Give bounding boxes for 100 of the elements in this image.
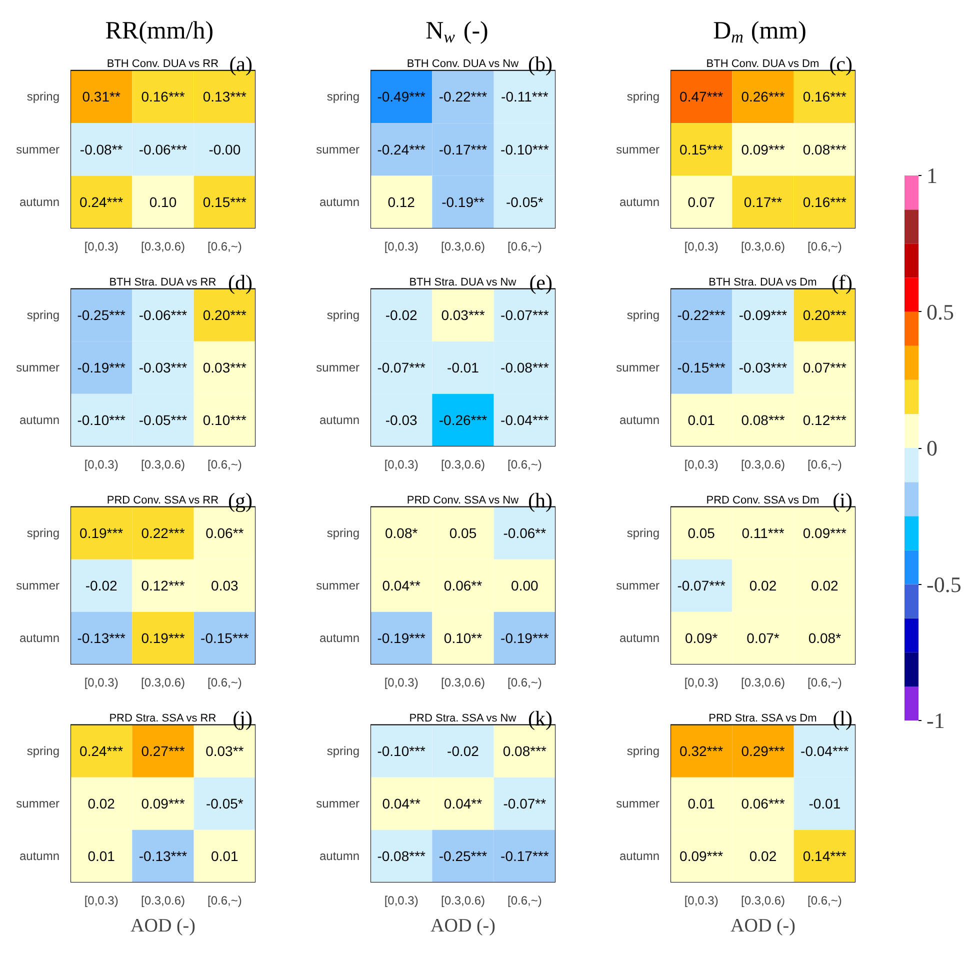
- x-tick-label: [0.3,0.6): [140, 676, 186, 690]
- data-label: -0.10***: [377, 743, 426, 760]
- color-bar-label: 0.5: [926, 299, 954, 324]
- data-label: -0.13***: [77, 630, 126, 646]
- x-tick-label: [0.6,~): [207, 676, 242, 690]
- data-label: -0.06***: [138, 141, 188, 158]
- data-label: -0.19***: [77, 360, 126, 376]
- data-label: -0.17***: [438, 141, 488, 158]
- data-label: 0.03***: [202, 360, 248, 376]
- data-label: 0.08*: [808, 630, 842, 646]
- data-label: 0.27***: [141, 743, 186, 760]
- y-tick-label: spring: [626, 744, 660, 758]
- data-label: 0.10**: [444, 630, 483, 646]
- data-label: -0.19**: [442, 194, 485, 210]
- y-tick-label: summer: [316, 360, 360, 375]
- data-label: 0.47***: [680, 88, 724, 105]
- x-tick-label: [0.3,0.6): [140, 240, 186, 254]
- y-tick-label: autumn: [19, 631, 60, 646]
- data-label: -0.01: [808, 796, 841, 812]
- y-tick-label: autumn: [19, 413, 60, 428]
- data-label: -0.05*: [206, 796, 244, 812]
- data-label: 0.16***: [802, 88, 848, 105]
- data-label: -0.06***: [138, 307, 188, 324]
- data-label: 0.16***: [141, 88, 186, 105]
- data-label: -0.08***: [377, 848, 426, 864]
- y-tick-label: summer: [16, 796, 60, 811]
- data-label: -0.06**: [503, 525, 547, 542]
- chart-title: RR(mm/h): [105, 17, 214, 44]
- data-label: 0.07***: [802, 360, 848, 376]
- y-tick-label: autumn: [619, 631, 660, 646]
- data-label: -0.24***: [377, 141, 426, 158]
- data-label: 0.20***: [802, 307, 848, 324]
- data-label: -0.22***: [677, 307, 726, 324]
- x-tick-label: [0.3,0.6): [140, 894, 186, 908]
- data-label: 0.17**: [744, 194, 783, 210]
- x-tick-label: [0.6,~): [807, 676, 842, 690]
- data-label: -0.05*: [506, 194, 544, 210]
- y-tick-label: spring: [326, 526, 360, 540]
- color-bar-label: -1: [926, 708, 945, 733]
- data-label: 0.02: [88, 796, 116, 812]
- data-label: 0.14***: [802, 848, 848, 864]
- x-tick-label: [0,0.3): [684, 458, 718, 472]
- data-label: -0.10***: [77, 412, 126, 428]
- data-label: -0.05***: [138, 412, 188, 428]
- data-label: 0.32***: [680, 743, 724, 760]
- x-tick-label: [0,0.3): [384, 894, 418, 908]
- data-label: -0.13***: [138, 848, 188, 864]
- annotation: (k): [528, 706, 553, 730]
- x-tick-label: [0,0.3): [84, 458, 118, 472]
- y-tick-label: summer: [616, 796, 660, 811]
- x-tick-label: [0,0.3): [384, 458, 418, 472]
- data-label: 0.13***: [202, 88, 248, 105]
- x-tick-label: [0.6,~): [507, 240, 542, 254]
- data-label: -0.25***: [77, 307, 126, 324]
- x-tick-label: [0,0.3): [684, 676, 718, 690]
- y-tick-label: autumn: [319, 413, 360, 428]
- x-tick-label: [0.3,0.6): [740, 240, 786, 254]
- y-tick-label: summer: [616, 578, 660, 593]
- data-label: -0.02: [85, 578, 118, 594]
- data-label: 0.02: [811, 578, 839, 594]
- x-tick-label: [0,0.3): [684, 894, 718, 908]
- chart-title: BTH Stra. DUA vs Nw: [409, 276, 516, 288]
- data-label: 0.02: [749, 848, 777, 864]
- x-tick-label: [0.3,0.6): [740, 676, 786, 690]
- chart-title: PRD Stra. SSA vs Nw: [409, 712, 516, 724]
- y-tick-label: summer: [616, 142, 660, 156]
- data-label: 0.12***: [141, 578, 186, 594]
- annotation: (f): [832, 270, 853, 294]
- y-tick-label: spring: [26, 526, 60, 540]
- data-label: 0.01: [688, 796, 716, 812]
- data-label: -0.08**: [80, 141, 124, 158]
- x-tick-label: [0,0.3): [84, 894, 118, 908]
- y-tick-label: autumn: [19, 849, 60, 864]
- annotation: (b): [528, 52, 553, 76]
- data-label: 0.09***: [802, 525, 848, 542]
- y-tick-label: autumn: [619, 849, 660, 864]
- data-label: 0.03: [211, 578, 239, 594]
- data-label: 0.12***: [802, 412, 848, 428]
- data-label: -0.49***: [377, 88, 426, 105]
- x-tick-label: [0.3,0.6): [740, 458, 786, 472]
- y-tick-label: spring: [26, 308, 60, 322]
- x-tick-label: [0.3,0.6): [440, 894, 486, 908]
- data-label: 0.08***: [802, 141, 848, 158]
- data-label: -0.07**: [503, 796, 547, 812]
- data-label: 0.05: [688, 525, 716, 542]
- y-tick-label: spring: [626, 90, 660, 104]
- data-label: 0.01: [688, 412, 716, 428]
- y-tick-label: summer: [316, 796, 360, 811]
- data-label: -0.07***: [500, 307, 550, 324]
- data-label: 0.04**: [382, 578, 421, 594]
- data-label: 0.03**: [206, 743, 244, 760]
- x-tick-label: [0.3,0.6): [440, 458, 486, 472]
- x-tick-label: [0,0.3): [84, 240, 118, 254]
- data-label: 0.08***: [741, 412, 786, 428]
- x-tick-label: [0,0.3): [384, 676, 418, 690]
- data-label: -0.03***: [138, 360, 188, 376]
- y-tick-label: spring: [26, 744, 60, 758]
- x-tick-label: [0.6,~): [807, 240, 842, 254]
- chart-title: PRD Stra. SSA vs RR: [109, 712, 216, 724]
- y-tick-label: spring: [326, 744, 360, 758]
